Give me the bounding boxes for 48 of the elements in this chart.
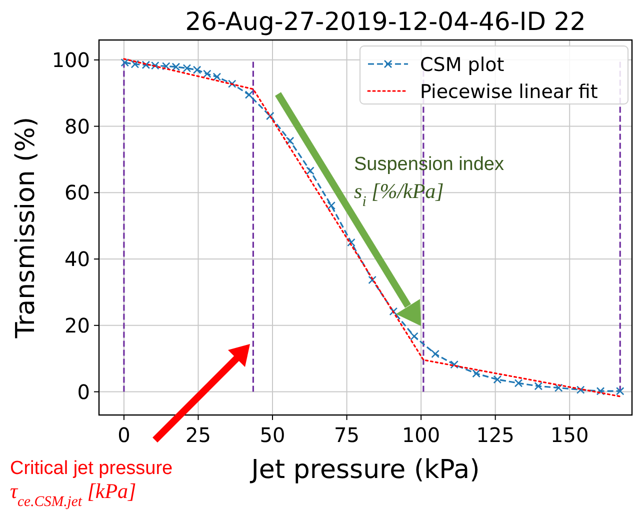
point — [228, 80, 236, 88]
x-tick-label: 50 — [260, 423, 286, 447]
point — [306, 166, 314, 175]
point — [120, 58, 129, 67]
x-axis-title: Jet pressure (kPa) — [249, 455, 480, 485]
y-tick-label: 20 — [64, 313, 90, 338]
annotation: s$_{i}$ [%/kPa] — [354, 179, 444, 210]
chart-title: 26-Aug-27-2019-12-04-46-ID 22 — [185, 7, 586, 36]
point — [244, 90, 254, 99]
point — [130, 60, 140, 68]
point — [431, 350, 440, 358]
point — [554, 384, 563, 392]
text: τ$_{ce.CSM.jet}$ [kPa] — [10, 479, 136, 510]
x-tick-label: 100 — [402, 423, 440, 447]
point — [202, 70, 212, 78]
point — [266, 112, 274, 120]
y-tick-label: 100 — [52, 48, 90, 72]
y-tick-label: 60 — [64, 180, 90, 205]
y-tick-label: 80 — [64, 114, 90, 138]
point — [192, 66, 202, 74]
text: Critical jet pressure — [10, 458, 173, 479]
x-tick-label: 150 — [550, 423, 589, 447]
point — [514, 378, 523, 388]
point — [472, 369, 480, 378]
point — [576, 386, 585, 394]
y-axis-title: Transmission (%) — [11, 116, 41, 340]
point — [596, 386, 605, 396]
point — [347, 238, 356, 247]
y-tick-label: 0 — [77, 380, 90, 404]
point — [368, 276, 376, 284]
x-tick-label: 0 — [118, 423, 130, 447]
point — [389, 307, 398, 316]
annotation: Suspension index — [354, 154, 504, 175]
y-tick-label: 40 — [64, 247, 90, 272]
point — [493, 375, 502, 384]
point — [410, 332, 418, 340]
x-tick-label: 25 — [186, 423, 211, 447]
x-tick-label: 75 — [334, 423, 360, 447]
point — [616, 386, 624, 396]
x-tick-label: 125 — [476, 423, 514, 447]
point — [212, 72, 222, 81]
legend-label: Piecewise linear fit — [420, 81, 598, 103]
point — [534, 382, 543, 390]
point — [327, 201, 336, 210]
point — [286, 136, 294, 146]
point — [182, 64, 192, 72]
legend-label: CSM plot — [420, 54, 504, 76]
point — [450, 360, 458, 369]
